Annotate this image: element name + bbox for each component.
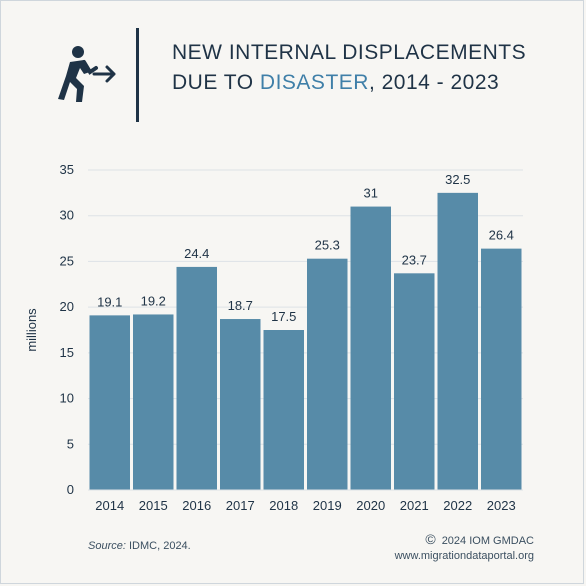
data-label: 19.1 [97,294,122,309]
y-tick-label: 5 [67,436,74,451]
title-line-2: DUE TO DISASTER, 2014 - 2023 [172,68,526,98]
y-tick-label: 20 [60,299,74,314]
x-tick-label: 2016 [182,498,211,513]
x-tick-label: 2020 [356,498,385,513]
bar [307,258,348,490]
copyright-symbol: © [425,531,436,547]
data-label: 23.7 [402,252,427,267]
source-key: Source: [88,540,126,552]
source-value: IDMC, 2024. [128,540,191,552]
title-suffix: , 2014 - 2023 [368,71,500,94]
bar [263,330,304,490]
copyright-line: © 2024 IOM GMDAC [395,532,534,549]
y-tick-label: 15 [60,345,74,360]
title-line-1: NEW INTERNAL DISPLACEMENTS [172,41,527,64]
x-tick-label: 2019 [313,498,342,513]
y-tick-label: 0 [67,482,74,497]
data-label: 18.7 [228,298,253,313]
copyright-block: © 2024 IOM GMDAC www.migrationdataportal.… [395,532,534,564]
bar [350,206,391,491]
y-tick-label: 35 [60,162,74,177]
data-label: 32.5 [445,172,470,187]
header-divider [136,28,139,122]
chart-title: NEW INTERNAL DISPLACEMENTS DUE TO DISAST… [172,38,526,98]
bar [394,273,435,490]
bar [220,319,261,490]
x-tick-label: 2023 [487,498,516,513]
bar [437,192,478,490]
y-tick-label: 25 [60,253,74,268]
data-label: 19.2 [141,293,166,308]
y-axis-label: millions [24,308,39,352]
x-tick-label: 2015 [139,498,168,513]
data-label: 17.5 [271,309,296,324]
data-label: 25.3 [315,238,340,253]
bar [89,315,130,490]
y-tick-label: 30 [60,208,74,223]
website-link[interactable]: www.migrationdataportal.org [394,550,534,562]
x-tick-label: 2021 [400,498,429,513]
data-label: 26.4 [489,228,514,243]
x-tick-label: 2022 [443,498,472,513]
bar [133,314,174,490]
x-tick-label: 2014 [95,498,124,513]
x-tick-label: 2018 [269,498,298,513]
data-label: 24.4 [184,246,209,261]
person-running-arrow-icon [58,46,116,102]
bar [176,266,217,490]
title-prefix: DUE TO [172,71,260,94]
bar [481,248,522,490]
source-note: Source: IDMC, 2024. [88,540,191,552]
y-tick-label: 10 [60,391,74,406]
data-label: 31 [364,186,378,201]
bar-chart: 0 5 10 15 20 25 30 35 millions 19.1 2014 19.2 2015 24… [24,162,523,513]
title-accent: DISASTER [259,71,369,94]
copyright-text: 2024 IOM GMDAC [441,535,534,547]
x-tick-label: 2017 [226,498,255,513]
